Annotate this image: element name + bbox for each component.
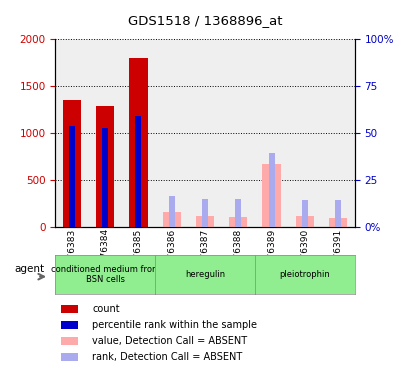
Text: heregulin: heregulin bbox=[184, 270, 225, 279]
Bar bbox=[61, 304, 78, 313]
Bar bbox=[162, 212, 180, 227]
Bar bbox=[69, 126, 75, 227]
Bar bbox=[295, 216, 313, 227]
Text: percentile rank within the sample: percentile rank within the sample bbox=[92, 320, 256, 330]
Bar bbox=[301, 200, 307, 227]
Bar bbox=[268, 153, 274, 227]
Bar bbox=[196, 216, 213, 227]
Bar bbox=[96, 106, 114, 227]
Text: conditioned medium from
BSN cells: conditioned medium from BSN cells bbox=[51, 265, 160, 284]
Bar bbox=[63, 100, 81, 227]
Bar bbox=[135, 116, 141, 227]
Bar bbox=[61, 353, 78, 361]
Text: count: count bbox=[92, 304, 119, 313]
Bar bbox=[334, 200, 340, 227]
Text: value, Detection Call = ABSENT: value, Detection Call = ABSENT bbox=[92, 336, 247, 346]
Text: GDS1518 / 1368896_at: GDS1518 / 1368896_at bbox=[128, 14, 281, 27]
Bar bbox=[262, 164, 280, 227]
Bar bbox=[102, 128, 108, 227]
Text: pleiotrophin: pleiotrophin bbox=[279, 270, 329, 279]
Bar bbox=[169, 196, 174, 227]
Bar bbox=[235, 199, 240, 227]
Bar bbox=[61, 337, 78, 345]
Bar bbox=[229, 217, 247, 227]
Bar bbox=[61, 321, 78, 329]
Bar bbox=[202, 199, 207, 227]
Text: agent: agent bbox=[14, 264, 44, 274]
Bar bbox=[129, 58, 147, 227]
Text: rank, Detection Call = ABSENT: rank, Detection Call = ABSENT bbox=[92, 352, 242, 362]
Bar bbox=[328, 218, 346, 227]
